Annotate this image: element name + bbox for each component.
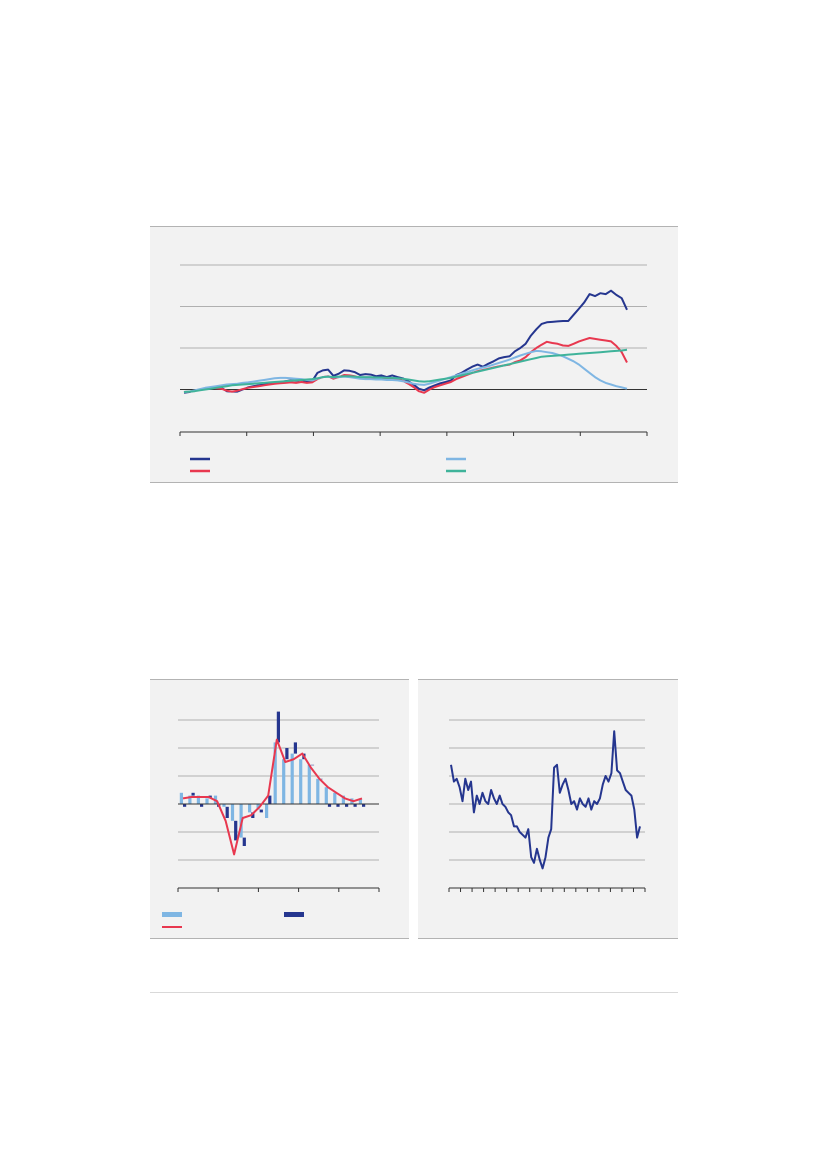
left-bar-1: [299, 759, 303, 804]
left-bar-1: [230, 804, 235, 821]
left-legend-swatch-1: [162, 912, 182, 917]
left-bar-2: [310, 764, 315, 766]
left-bar-2: [285, 748, 289, 760]
left-bar-2: [362, 804, 366, 807]
left-bar-1: [290, 753, 294, 804]
left-bar-2: [293, 742, 297, 754]
left-bar-1: [324, 787, 328, 804]
left-bar-2: [336, 804, 340, 807]
left-bar-1: [196, 795, 200, 804]
left-bar-1: [273, 742, 277, 804]
left-bar-1: [222, 804, 226, 807]
left-bar-2: [345, 804, 349, 807]
chart-panel-bottom-left: [150, 679, 409, 939]
left-bar-2: [268, 795, 272, 804]
left-legend-swatch-2: [284, 912, 304, 917]
left-bar-2: [234, 820, 238, 841]
left-bar-2: [259, 809, 263, 813]
chart-panel-top: [150, 226, 678, 483]
bar-chart-bottom-left: [162, 711, 380, 928]
left-bar-1: [256, 804, 260, 810]
left-bar-2: [251, 812, 255, 818]
left-bar-1: [333, 792, 337, 804]
left-bar-1: [341, 795, 345, 804]
left-bar-2: [183, 804, 187, 807]
top-series-line-4: [183, 348, 628, 393]
left-bar-1: [188, 795, 192, 804]
footer-rule: [150, 992, 678, 993]
left-bar-2: [327, 804, 332, 807]
left-series-line: [182, 738, 363, 856]
left-bar-1: [316, 778, 320, 804]
left-bar-2: [242, 837, 246, 846]
top-series-line-3: [183, 349, 628, 393]
left-bar-2: [353, 804, 357, 807]
left-bar-2: [276, 711, 280, 743]
chart-panel-bottom-right: [418, 679, 678, 939]
line-chart-top: [179, 264, 648, 473]
left-bar-2: [225, 806, 229, 818]
left-bar-1: [248, 804, 252, 813]
left-bar-1: [358, 798, 362, 804]
right-series-line-1: [450, 730, 641, 870]
left-bar-1: [307, 764, 311, 804]
top-series-line-1: [183, 289, 628, 394]
left-bar-2: [191, 792, 195, 796]
left-bar-1: [265, 804, 269, 818]
left-bar-1: [282, 759, 286, 804]
left-bar-2: [200, 804, 204, 807]
left-bar-1: [179, 792, 183, 804]
left-bar-1: [205, 798, 209, 804]
line-chart-bottom-right: [448, 719, 646, 892]
